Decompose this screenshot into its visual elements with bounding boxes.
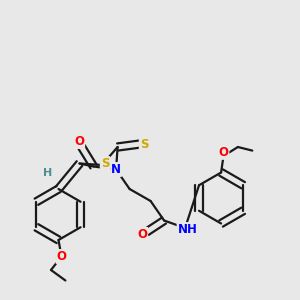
Text: S: S: [140, 137, 148, 151]
Text: O: O: [56, 250, 67, 263]
Text: H: H: [44, 167, 52, 178]
Text: S: S: [101, 157, 109, 170]
Text: N: N: [111, 163, 121, 176]
Text: O: O: [218, 146, 229, 159]
Text: O: O: [74, 135, 84, 148]
Text: O: O: [137, 228, 147, 241]
Text: NH: NH: [178, 223, 197, 236]
